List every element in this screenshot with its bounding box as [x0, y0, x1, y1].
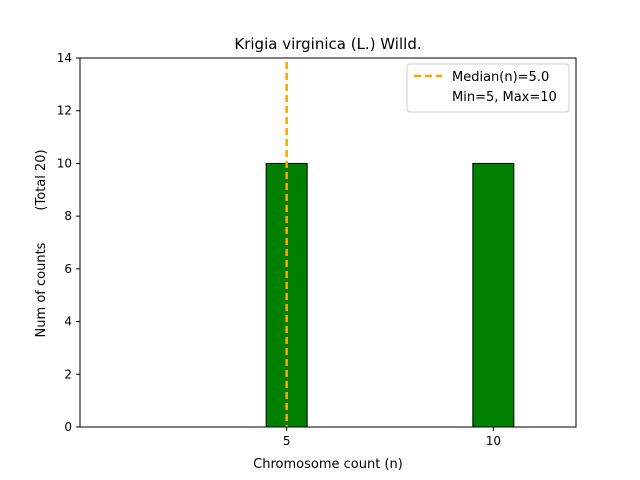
y-tick-label-10: 10: [57, 156, 72, 170]
y-tick-label-8: 8: [64, 209, 72, 223]
y-tick-label-4: 4: [64, 315, 72, 329]
y-tick-label-0: 0: [64, 420, 72, 434]
y-axis-ticks: 0 2 4 6 8 10 12 14: [57, 51, 80, 434]
bar-10: [472, 162, 515, 428]
chart-title: Krigia virginica (L.) Willd.: [234, 35, 421, 53]
x-tick-label-5: 5: [283, 434, 291, 448]
legend: Median(n)=5.0 Min=5, Max=10: [406, 63, 570, 113]
y-tick-label-14: 14: [57, 51, 72, 65]
legend-median-label: Median(n)=5.0: [452, 70, 549, 85]
y-axis-total-label: (Total 20): [34, 149, 49, 210]
legend-frame: [406, 63, 570, 113]
x-axis-ticks: 5 10: [283, 427, 501, 448]
x-tick-label-10: 10: [486, 434, 501, 448]
plot-area-frame: [79, 57, 577, 428]
bars-layer: [265, 162, 515, 428]
y-tick-label-2: 2: [64, 367, 72, 381]
legend-minmax-label: Min=5, Max=10: [452, 90, 557, 105]
y-tick-label-12: 12: [57, 104, 72, 118]
x-axis-label: Chromosome count (n): [253, 457, 403, 472]
y-tick-label-6: 6: [64, 262, 72, 276]
y-axis-label: Num of counts: [34, 242, 49, 337]
